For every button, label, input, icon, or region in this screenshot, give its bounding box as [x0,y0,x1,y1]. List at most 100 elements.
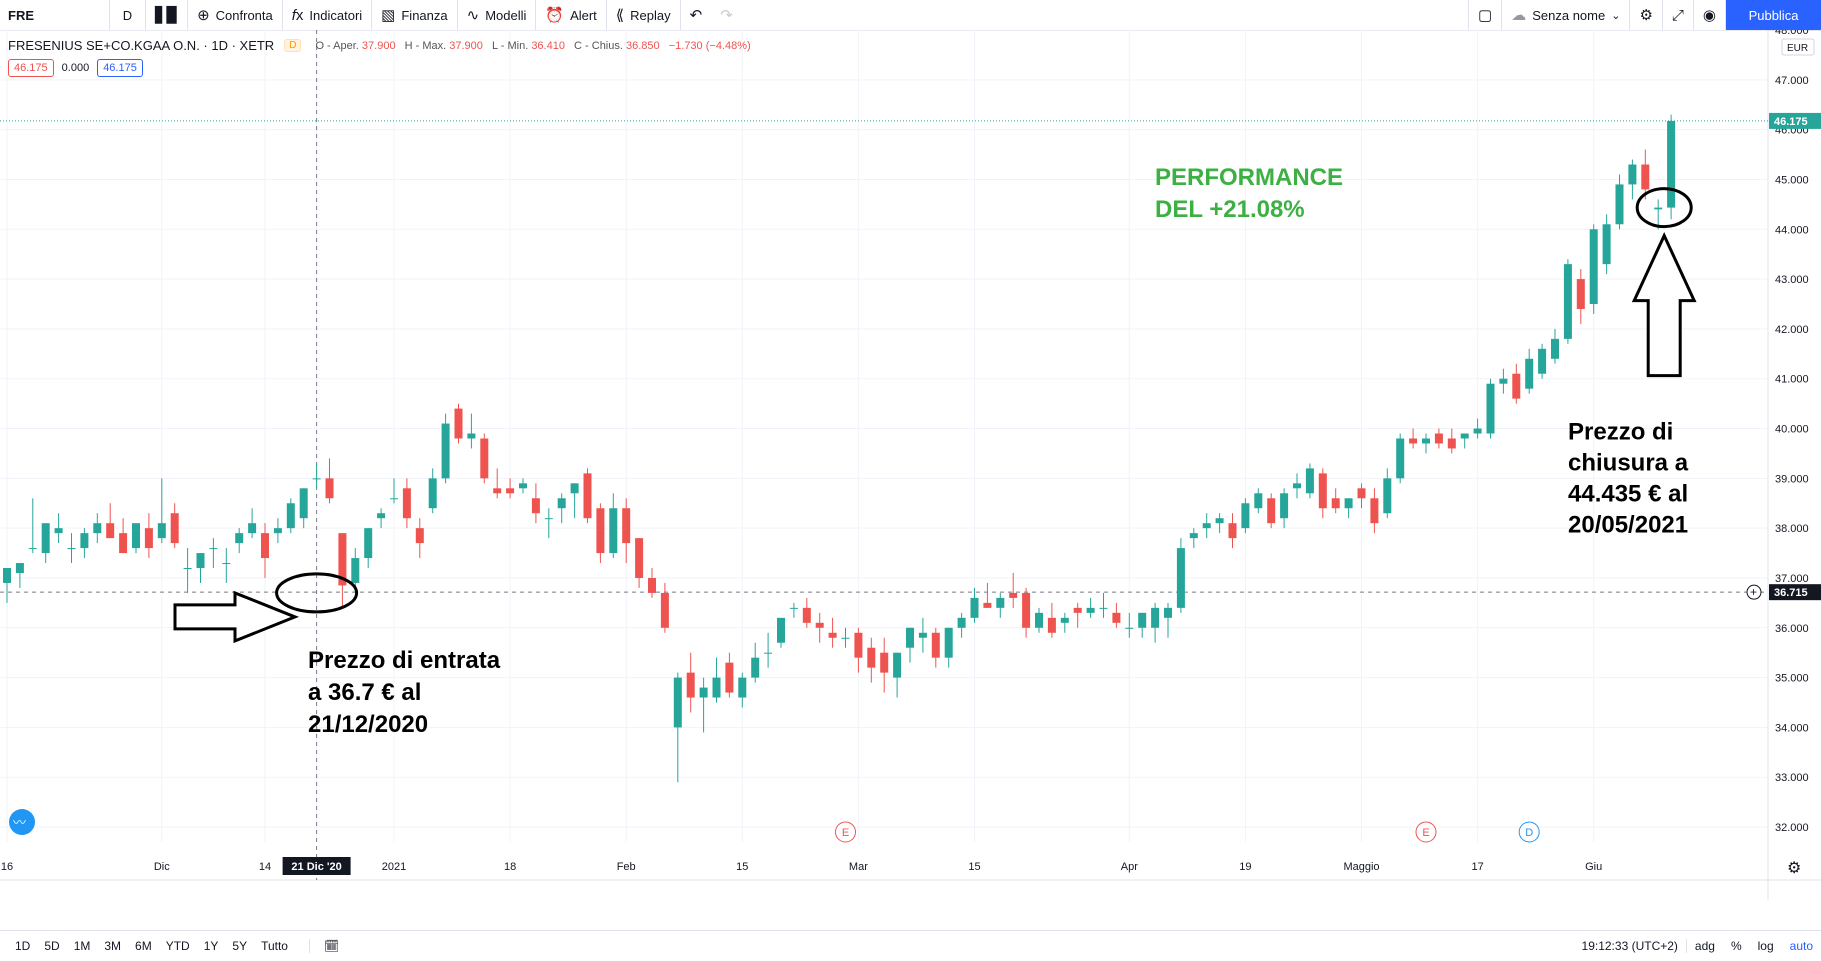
tradingview-logo[interactable] [9,809,35,835]
chart-type-button[interactable]: ▋▉ [146,0,189,30]
buy-price-box[interactable]: 46.175 [97,59,143,77]
y-tick-label: 46.000 [1775,125,1809,137]
candle-body [1538,348,1547,374]
range-button-1d[interactable]: 1D [15,939,31,953]
candle-body [1280,493,1289,519]
candle-body [802,607,811,623]
publish-button[interactable]: Pubblica [1726,0,1821,30]
x-tick-label: 17 [1471,861,1483,873]
x-tick-label: 19 [1239,861,1251,873]
candle-body [712,677,721,698]
layout-toggle-button[interactable]: ▢ [1468,0,1503,30]
settings-button[interactable]: ⚙ [1630,0,1663,30]
candle-body [1228,523,1237,539]
candle-body [325,478,334,499]
redo-button[interactable]: ↷ [711,0,742,30]
compare-button[interactable]: ⊕ Confronta [188,0,283,30]
candle-body [1576,279,1585,309]
price-chart[interactable]: 48.000 47.000 46.000 45.000 44.000 43.000 42.0… [0,30,1821,930]
y-tick-label: 41.000 [1775,374,1809,386]
snapshot-button[interactable]: ◉ [1694,0,1726,30]
adjust-toggle[interactable]: adg [1694,939,1715,953]
event-marker[interactable] [1518,821,1540,843]
interval-button[interactable]: D [110,0,146,30]
replay-label: Replay [630,7,671,23]
auto-toggle[interactable]: auto [1789,939,1813,953]
candle-body [402,488,411,519]
finance-button[interactable]: ▧ Finanza [372,0,458,30]
candle-body [506,488,515,494]
crosshair-price-tag [1769,584,1821,601]
indicators-button[interactable]: fx Indicatori [283,0,373,30]
range-button-tutto[interactable]: Tutto [261,939,288,953]
candle-body [415,528,424,544]
candle-body [222,563,231,565]
templates-button[interactable]: ∿ Modelli [458,0,537,30]
candle-body [764,652,773,654]
candle-body [1022,592,1031,628]
candle-body [196,553,205,569]
event-marker[interactable] [1415,821,1437,843]
delayed-badge: D [284,39,302,52]
crosshair-add-button[interactable] [1746,584,1762,600]
layout-name-label: Senza nome [1532,7,1606,23]
candle-body [3,568,11,583]
candle-body [312,478,321,480]
candle-body [299,488,308,519]
candle-body [1641,164,1650,190]
range-button-ytd[interactable]: YTD [165,939,190,953]
performance-text-line2: DEL +21.08% [1155,196,1305,223]
candle-body [132,523,140,549]
bid-ask-boxes: 46.175 0.000 46.175 [8,59,143,77]
performance-text-line1: PERFORMANCE [1155,164,1343,191]
axis-gear-icon[interactable]: ⚙ [1787,860,1801,877]
x-tick-label: Maggio [1343,861,1379,873]
currency-box [1781,38,1815,56]
alert-button[interactable]: ⏰ Alert [536,0,607,30]
rewind-icon: ⟪ [615,7,625,24]
undo-button[interactable]: ↶ [681,0,712,30]
open-label: O - Aper. [315,39,359,52]
exit-price-circle [1635,187,1693,229]
y-tick-label: 40.000 [1775,424,1809,436]
camera-icon: ◉ [1702,7,1716,24]
ohlc-values: O - Aper. 37.900 H - Max. 37.900 L - Min… [315,40,756,52]
x-tick-label: Giu [1585,861,1602,873]
clock-label[interactable]: 19:12:33 (UTC+2) [1574,939,1687,953]
low-label: L - Min. [491,39,529,52]
entry-text-line2: a 36.7 € al [308,679,421,706]
date-range-button[interactable]: 🗓 [308,939,346,953]
finance-label: Finanza [401,7,448,23]
replay-button[interactable]: ⟪ Replay [607,0,681,30]
candle-body [609,508,618,554]
candle-body [622,508,631,544]
percent-toggle[interactable]: % [1730,939,1742,953]
x-tick-label: 14 [259,861,271,873]
layout-name-button[interactable]: ☁ Senza nome ⌄ [1502,0,1631,30]
range-button-1m[interactable]: 1M [73,939,91,953]
x-tick-label: 16 [1,861,13,873]
event-marker-label: D [1525,827,1533,839]
event-marker[interactable] [835,821,856,843]
candle-body [1099,607,1108,609]
candle-body [1589,229,1598,304]
range-button-3m[interactable]: 3M [104,939,122,953]
range-button-5d[interactable]: 5D [44,939,60,953]
sell-price-box[interactable]: 46.175 [8,59,54,77]
symbol-search[interactable]: FRE [0,0,110,30]
log-toggle[interactable]: log [1757,939,1774,953]
range-button-1y[interactable]: 1Y [203,939,219,953]
candle-body [1176,548,1185,608]
range-button-5y[interactable]: 5Y [232,939,248,953]
y-tick-label: 32.000 [1775,822,1809,834]
candle-body [570,483,579,494]
candle-body [1460,433,1469,439]
range-button-6m[interactable]: 6M [135,939,152,953]
fullscreen-button[interactable]: ⤢ [1663,0,1694,30]
low-value: 36.410 [531,39,565,52]
candle-body [338,533,347,586]
candle-body [699,687,708,698]
candle-body [544,518,553,520]
candle-body [351,558,360,583]
calendar-icon: 🗓 [323,939,340,953]
